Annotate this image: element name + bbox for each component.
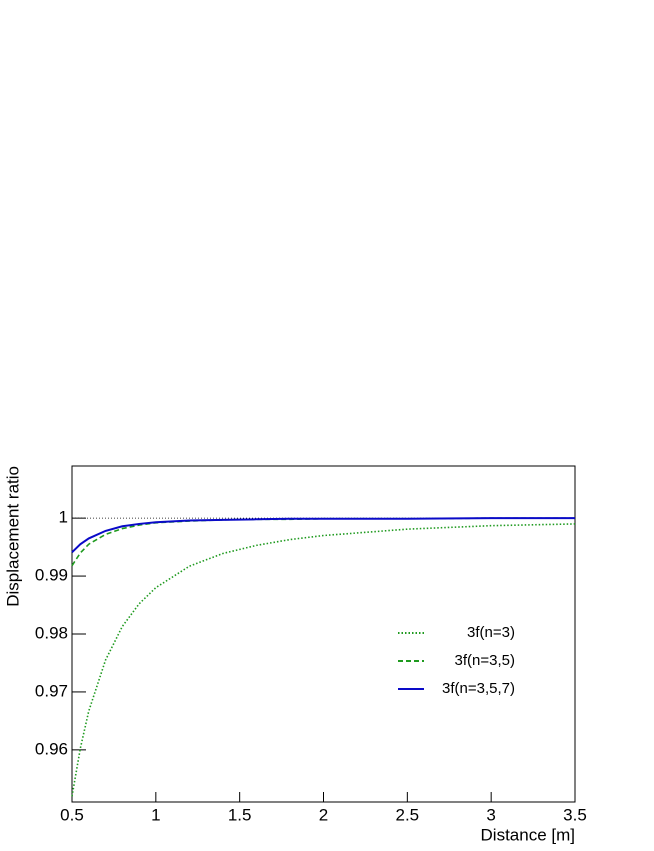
- legend-label: 3f(n=3): [467, 624, 515, 641]
- x-tick-label: 1.5: [228, 805, 252, 824]
- x-tick-label: 2.5: [396, 805, 420, 824]
- x-tick-label: 2: [319, 805, 328, 824]
- legend-label: 3f(n=3,5,7): [442, 680, 515, 697]
- y-tick-label: 1: [59, 508, 68, 527]
- x-tick-label: 3.5: [563, 805, 587, 824]
- series-line: [71, 517, 575, 554]
- y-tick-label: 0.96: [35, 739, 68, 758]
- y-tick-label: 0.97: [35, 681, 68, 700]
- y-tick-label: 0.99: [35, 566, 68, 585]
- series-line: [71, 517, 575, 567]
- y-tick-label: 0.98: [35, 623, 68, 642]
- x-tick-label: 1: [151, 805, 160, 824]
- y-axis-title: Displacement ratio: [3, 466, 22, 607]
- x-axis-title: Distance [m]: [481, 825, 575, 844]
- x-tick-label: 0.5: [60, 805, 84, 824]
- x-tick-label: 3: [486, 805, 495, 824]
- legend-label: 3f(n=3,5): [455, 652, 515, 669]
